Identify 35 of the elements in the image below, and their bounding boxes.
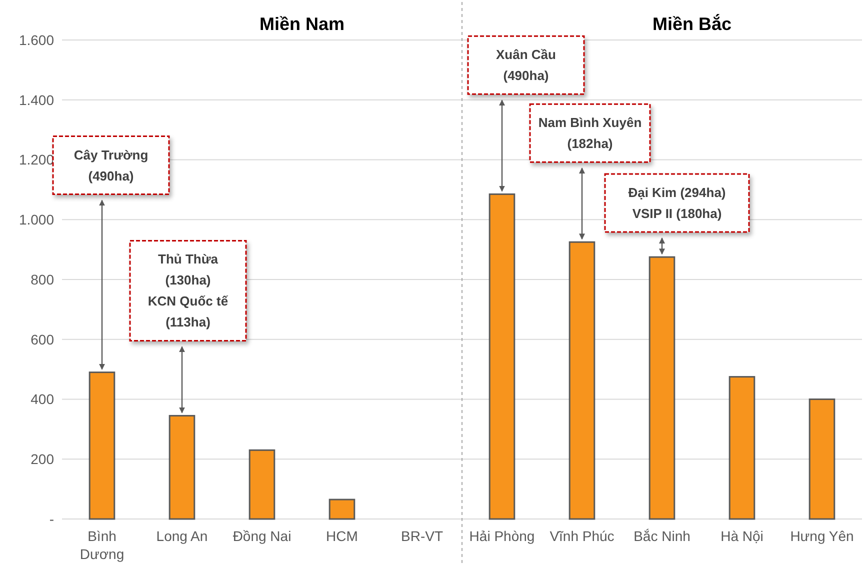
x-tick-label: HCM [326,528,358,544]
x-tick-label: Hà Nội [720,528,764,544]
x-tick-label: Bắc Ninh [634,528,690,544]
y-tick-label: 1.000 [18,212,54,228]
y-tick-label: - [49,510,54,527]
y-tick-label: 1.600 [18,32,54,48]
x-tick-label: Đồng Nai [232,528,292,544]
bar [488,193,516,520]
annotation: Nam Bình Xuyên (182ha) [538,115,642,152]
y-tick-label: 1.200 [18,152,54,168]
bar [328,498,356,520]
text: Miền Nam [259,14,345,34]
bar [648,256,676,520]
annotation: Thủ Thừa (130ha) KCN Quốc tế (113ha) [148,252,229,330]
bar [168,414,196,520]
bar [88,372,116,520]
annotation: Đại Kim (294ha) VSIP II (180ha) [628,185,726,222]
y-tick-label: 400 [30,391,54,408]
annotation: Cây Trường (490ha) [74,147,148,184]
y-tick-label: 800 [30,271,54,288]
bar [728,376,756,520]
bar [568,241,596,520]
x-tick-label: Bình Dương [80,528,124,562]
y-tick-label: 600 [30,331,54,348]
y-tick-label: 1.400 [18,92,54,108]
x-tick-label: Hải Phòng [469,528,535,544]
annotation: Xuân Cầu (490ha) [496,47,556,84]
text: Miền Bắc [652,13,732,34]
bar [808,398,836,520]
x-tick-label: BR-VT [401,528,444,544]
x-tick-label: Hưng Yên [790,528,854,544]
y-tick-label: 200 [30,451,54,468]
bar [248,449,276,520]
x-tick-label: Vĩnh Phúc [550,528,614,544]
x-tick-label: Long An [156,528,208,544]
